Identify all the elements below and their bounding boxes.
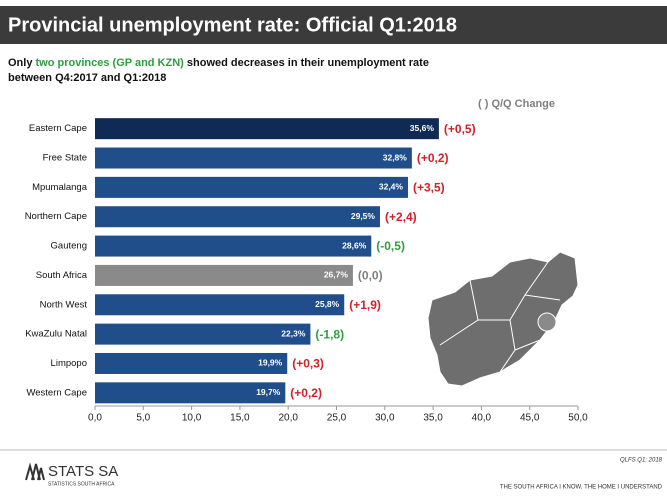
bar xyxy=(95,382,286,404)
map-borders xyxy=(439,261,561,373)
x-tick-label: 25,0 xyxy=(327,413,347,424)
change-label: (+2,4) xyxy=(385,210,417,224)
value-label: 22,3% xyxy=(281,328,306,338)
subtitle-part: showed decreases in their unemployment r… xyxy=(184,57,429,69)
value-label: 29,5% xyxy=(351,211,376,221)
x-tick-label: 5,0 xyxy=(136,413,150,424)
x-tick-label: 10,0 xyxy=(182,413,202,424)
category-label: North West xyxy=(40,299,88,310)
change-label: (+0,5) xyxy=(444,122,476,136)
category-label: South Africa xyxy=(36,270,88,281)
change-label: (-0,5) xyxy=(376,239,405,253)
category-label: Northern Cape xyxy=(25,211,87,222)
bar xyxy=(95,118,439,140)
subtitle-highlight: two provinces (GP and KZN) xyxy=(36,57,185,69)
x-tick-label: 35,0 xyxy=(423,413,443,424)
change-label: (+3,5) xyxy=(413,181,445,195)
value-label: 32,8% xyxy=(383,152,408,162)
value-label: 28,6% xyxy=(342,240,367,250)
change-label: (+1,9) xyxy=(349,298,381,312)
change-label: (0,0) xyxy=(358,269,383,283)
bar xyxy=(95,323,311,345)
value-label: 19,7% xyxy=(256,387,281,397)
bar xyxy=(95,206,380,228)
bar xyxy=(95,264,353,286)
category-label: KwaZulu Natal xyxy=(25,329,87,340)
map-lesotho xyxy=(537,312,557,332)
category-label: Western Cape xyxy=(26,387,87,398)
change-label: (+0,2) xyxy=(417,151,449,165)
x-tick-label: 50,0 xyxy=(568,413,588,424)
value-label: 35,6% xyxy=(410,123,435,133)
change-label: (+0,3) xyxy=(292,357,324,371)
value-label: 32,4% xyxy=(379,182,404,192)
subtitle: Only two provinces (GP and KZN) showed d… xyxy=(8,57,429,69)
subtitle: between Q4:2017 and Q1:2018 xyxy=(8,72,166,84)
x-tick-label: 20,0 xyxy=(278,413,298,424)
category-label: Limpopo xyxy=(51,358,87,369)
value-label: 19,9% xyxy=(258,358,283,368)
category-label: Gauteng xyxy=(51,241,87,252)
value-label: 25,8% xyxy=(315,299,340,309)
category-label: Free State xyxy=(43,153,87,164)
x-tick-label: 0,0 xyxy=(88,413,102,424)
x-tick-label: 30,0 xyxy=(375,413,395,424)
category-label: Mpumalanga xyxy=(32,182,88,193)
subtitle-part: Only xyxy=(8,57,36,69)
map xyxy=(427,251,579,387)
bar xyxy=(95,176,408,198)
legend: ( ) Q/Q Change xyxy=(478,98,555,110)
x-tick-label: 45,0 xyxy=(520,413,540,424)
title-bar xyxy=(0,6,667,44)
category-label: Eastern Cape xyxy=(29,123,87,134)
value-label: 26,7% xyxy=(324,270,349,280)
slide-title: Provincial unemployment rate: Official Q… xyxy=(8,14,457,36)
x-tick-label: 15,0 xyxy=(230,413,250,424)
bar xyxy=(95,147,412,169)
change-label: (-1,8) xyxy=(315,327,344,341)
x-tick-label: 40,0 xyxy=(472,413,492,424)
change-label: (+0,2) xyxy=(290,386,322,400)
logo-mark xyxy=(25,462,45,481)
logo-sub: STATISTICS SOUTH AFRICA xyxy=(48,481,115,487)
logo: STATS SA xyxy=(48,463,118,480)
slogan: THE SOUTH AFRICA I KNOW, THE HOME I UNDE… xyxy=(500,485,663,491)
bar xyxy=(95,352,288,374)
bar xyxy=(95,294,345,316)
source: QLFS Q1: 2018 xyxy=(620,458,663,464)
bar xyxy=(95,235,372,257)
